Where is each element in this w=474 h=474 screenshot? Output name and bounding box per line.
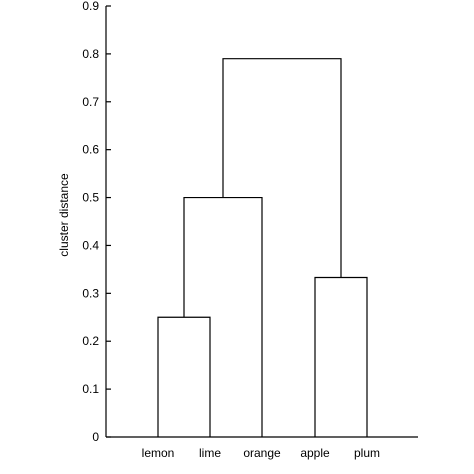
leaf-label-apple: apple [300,446,330,460]
dendrogram-link-4 [222,58,342,278]
y-tick-label: 0.6 [82,143,99,157]
y-tick-label: 0 [92,430,99,444]
dendrogram-links [157,58,368,437]
y-tick-label: 0.8 [82,47,99,61]
leaf-label-lime: lime [199,446,221,460]
leaf-label-plum: plum [354,446,380,460]
leaf-label-orange: orange [243,446,281,460]
y-tick-label: 0.5 [82,191,99,205]
y-tick-label: 0.4 [82,238,99,252]
y-axis-title: cluster distance [57,173,71,257]
dendrogram-link-3 [314,276,368,437]
x-ticks: lemon lime orange apple plum [142,446,380,460]
y-ticks: 0 0.1 0.2 0.3 0.4 0.5 0.6 0.7 0.8 0.9 [82,0,111,444]
y-axis: 0 0.1 0.2 0.3 0.4 0.5 0.6 0.7 0.8 0.9 [82,0,111,444]
dendrogram-link-1 [157,316,211,437]
y-tick-label: 0.3 [82,286,99,300]
y-tick-label: 0.1 [82,382,99,396]
x-axis: lemon lime orange apple plum [106,436,418,460]
dendrogram-link-2 [183,196,263,437]
y-tick-label: 0.2 [82,334,99,348]
y-tick-label: 0.9 [82,0,99,13]
leaf-label-lemon: lemon [142,446,175,460]
y-tick-label: 0.7 [82,95,99,109]
